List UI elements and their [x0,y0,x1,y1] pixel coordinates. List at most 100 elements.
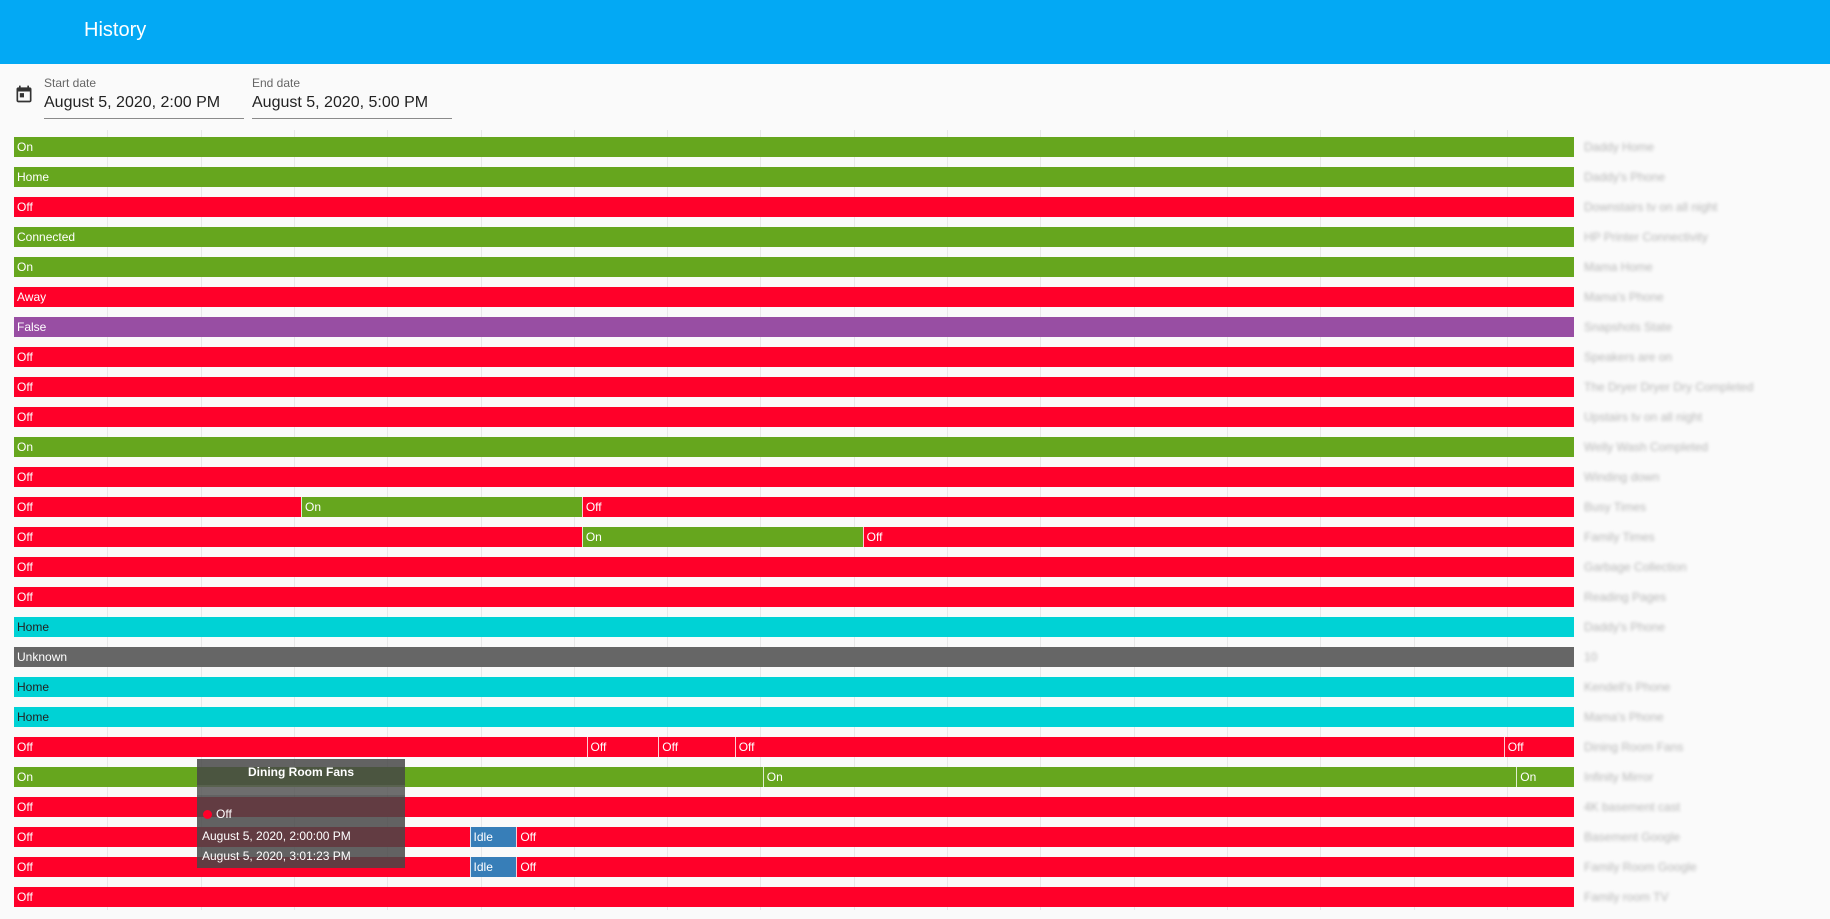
state-segment[interactable]: Unknown [14,647,1574,667]
timeline-row: Off On Off [14,497,1574,517]
tooltip-end-time: August 5, 2020, 3:01:23 PM [202,849,351,863]
entity-label: Dining Room Fans [1584,740,1684,754]
state-segment[interactable]: Off [14,407,1574,427]
timeline-gridline [1040,130,1041,910]
state-segment[interactable]: Off [14,467,1574,487]
entity-label: 4K basement cast [1584,800,1681,814]
state-segment[interactable]: Home [14,617,1574,637]
tooltip-state: Off [216,807,232,821]
state-segment[interactable]: False [14,317,1574,337]
start-date-label: Start date [44,76,97,90]
state-segment[interactable]: Idle [469,857,517,877]
entity-label: Welly Wash Completed [1584,440,1709,454]
tooltip-divider [197,785,405,795]
state-segment[interactable]: Off [862,527,1574,547]
state-segment[interactable]: Away [14,287,1574,307]
state-segment[interactable]: Off [581,497,1574,517]
state-segment[interactable]: On [301,497,582,517]
timeline-row: Away [14,287,1574,307]
timeline-row: Off [14,347,1574,367]
timeline-gridline [667,130,668,910]
state-segment[interactable]: Home [14,677,1574,697]
state-segment[interactable]: Off [14,737,587,757]
timeline-row: Off [14,197,1574,217]
timeline-gridline [201,130,202,910]
entity-label: Upstairs tv on all night [1584,410,1703,424]
state-segment[interactable]: Off [658,737,735,757]
timeline-gridline [574,130,575,910]
entity-label: Family Times [1584,530,1655,544]
state-segment[interactable]: Off [734,737,1504,757]
entity-label: Downstairs tv on all night [1584,200,1718,214]
timeline-gridline [947,130,948,910]
timeline-gridline [1507,130,1508,910]
state-segment[interactable]: On [14,437,1574,457]
calendar-icon[interactable] [14,84,34,104]
state-segment[interactable]: Off [14,587,1574,607]
state-segment[interactable]: Off [1503,737,1574,757]
timeline-row: On [14,437,1574,457]
entity-label: HP Printer Connectivity [1584,230,1708,244]
timeline-row: Home [14,167,1574,187]
start-date-field[interactable]: Start date August 5, 2020, 2:00 PM [44,76,244,119]
state-segment[interactable]: Off [14,557,1574,577]
end-date-value[interactable]: August 5, 2020, 5:00 PM [252,94,429,111]
history-tooltip: Dining Room Fans Off August 5, 2020, 2:0… [197,759,405,868]
timeline-gridline [107,130,108,910]
entity-label: Daddy's Phone [1584,620,1666,634]
entity-label: Mama Home [1584,260,1653,274]
state-segment[interactable]: Connected [14,227,1574,247]
timeline-gridline [1134,130,1135,910]
end-date-field[interactable]: End date August 5, 2020, 5:00 PM [252,76,452,119]
entity-label: Daddy's Phone [1584,170,1666,184]
state-segment[interactable]: Home [14,167,1574,187]
timeline-row: On [14,257,1574,277]
entity-label: Family room TV [1584,890,1669,904]
timeline-row: On [14,137,1574,157]
start-date-value[interactable]: August 5, 2020, 2:00 PM [44,94,221,111]
timeline-gridline [294,130,295,910]
entity-label: Daddy Home [1584,140,1655,154]
entity-label: Family Room Google [1584,860,1697,874]
timeline-gridline [760,130,761,910]
timeline-row: Off [14,467,1574,487]
state-segment[interactable]: Idle [469,827,517,847]
timeline-row: Home [14,677,1574,697]
entity-label: Mama's Phone [1584,290,1664,304]
state-segment[interactable]: On [581,527,863,547]
timeline-gridline [1414,130,1415,910]
timeline-row: False [14,317,1574,337]
timeline-row: Connected [14,227,1574,247]
timeline-row: Off [14,887,1574,907]
state-segment[interactable]: Off [516,857,1574,877]
page-title: History [84,19,147,41]
state-segment[interactable]: Off [14,197,1574,217]
state-segment[interactable]: Off [516,827,1574,847]
timeline-gridline [854,130,855,910]
entity-label: Reading Pages [1584,590,1667,604]
state-segment[interactable]: Home [14,707,1574,727]
entity-label: The Dryer Dryer Dry Completed [1584,380,1754,394]
entity-label: Garbage Collection [1584,560,1687,574]
timeline-gridline [481,130,482,910]
tooltip-state-swatch [203,810,212,819]
state-segment[interactable]: Off [14,347,1574,367]
state-segment[interactable]: Off [14,497,302,517]
state-segment[interactable]: On [762,767,1517,787]
timeline-gridline [1227,130,1228,910]
state-segment[interactable]: On [1516,767,1574,787]
state-segment[interactable]: On [14,257,1574,277]
timeline-gridline [1320,130,1321,910]
timeline-row: Home [14,707,1574,727]
state-segment[interactable]: Off [14,887,1574,907]
state-segment[interactable]: On [14,137,1574,157]
state-segment[interactable]: Off [14,527,582,547]
tooltip-start-time: August 5, 2020, 2:00:00 PM [202,829,351,843]
timeline-gridline [387,130,388,910]
end-date-label: End date [252,76,301,90]
state-segment[interactable]: Off [586,737,659,757]
timeline-row: Home [14,617,1574,637]
entity-label: Speakers are on [1584,350,1673,364]
entity-label: Kendell's Phone [1584,680,1671,694]
state-segment[interactable]: Off [14,377,1574,397]
